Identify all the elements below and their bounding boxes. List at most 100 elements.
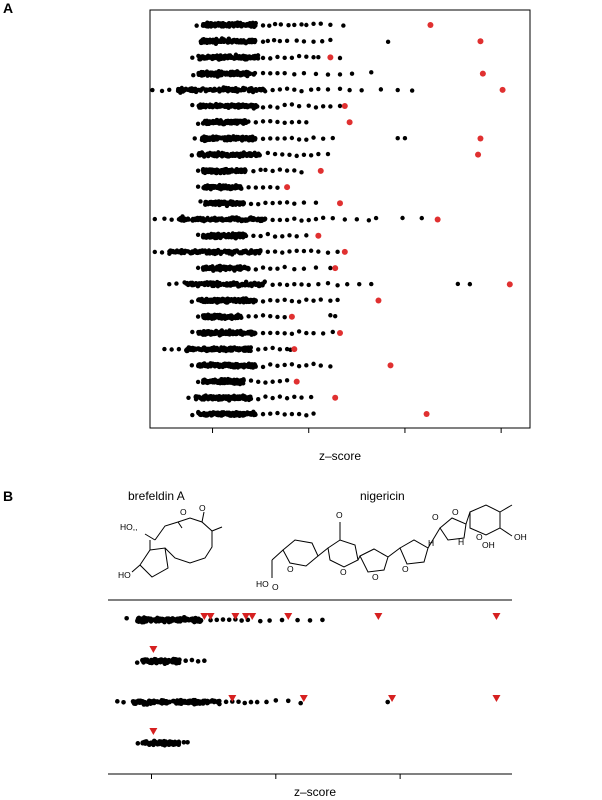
svg-text:H: H [458,537,464,547]
panel-a-outlier-point [296,137,302,142]
svg-text:O: O [402,564,409,574]
panel-a-outlier-point [192,136,197,141]
panel-a-profile-point [222,249,227,254]
panel-b-outlier-point [239,618,244,623]
panel-a-outlier-point [189,363,195,368]
panel-a-outlier-point [359,88,364,93]
panel-a-outlier-point [304,297,309,302]
panel-a-profile-point [233,234,238,240]
panel-a-outlier-point [246,314,251,319]
panel-a-outlier-point [299,170,304,175]
panel-a-profile-point [236,313,241,318]
panel-b-profile-point [145,741,151,746]
panel-a-profile-point [189,250,194,256]
panel-a-profile-point [202,118,208,124]
panel-a-outlier-point [306,217,311,223]
panel-a-outlier-point [260,330,266,336]
panel-a-outlier-point [277,394,283,399]
panel-a-outlier-point [378,87,384,92]
panel-a-profile-point [234,201,240,206]
panel-a-outlier-point [268,71,273,76]
panel-b-profile-point [190,618,196,624]
panel-a-highlight-point [427,22,434,28]
panel-a-profile-point [252,37,258,43]
panel-a-outlier-point [292,87,297,92]
panel-a-outlier-point [260,299,266,304]
panel-a-profile-point [178,216,183,221]
panel-a-outlier-point [272,234,278,239]
panel-a-profile-point [242,87,247,92]
panel-a-outlier-point [282,55,287,61]
panel-b-outlier-point [121,699,126,705]
panel-a-outlier-point [316,86,321,92]
panel-a-outlier-point [282,70,287,76]
panel-a-profile-point [246,23,251,28]
panel-b-outlier-point [223,699,229,705]
panel-b-outlier-point [242,700,248,706]
panel-a-profile-point [200,249,205,254]
svg-text:HO: HO [256,579,269,589]
panel-a-outlier-point [341,23,346,28]
panel-a-outlier-point [357,281,362,287]
panel-a-outlier-point [260,23,266,28]
panel-a-profile-point [207,152,212,158]
panel-a-outlier-point [366,218,372,223]
panel-a-outlier-point [328,37,333,43]
panel-a-outlier-point [320,39,325,44]
panel-a-profile-point [204,250,210,255]
panel-b-gene-marker [149,728,158,735]
panel-a-outlier-point [289,362,295,367]
panel-b-scatter [108,599,512,779]
panel-a-outlier-point [330,329,335,335]
panel-a-highlight-point [288,313,295,320]
panel-a-outlier-point [325,250,331,255]
panel-a-profile-point [208,281,213,286]
panel-b-outlier-point [285,698,291,704]
panel-a-profile-point [251,106,257,111]
panel-a-profile-point [250,136,255,142]
panel-a-outlier-point [275,185,280,190]
panel-a-outlier-point [270,282,275,288]
panel-a-profile-point [234,136,240,142]
panel-a-outlier-point [299,282,304,287]
panel-a-highlight-point [317,167,324,174]
panel-a-outlier-point [296,53,302,59]
panel-a-profile-point [229,215,235,220]
panel-a-profile-point [237,411,243,417]
panel-a-profile-point [253,87,258,92]
panel-a-profile-point [226,168,231,173]
panel-a-profile-point [199,397,205,402]
panel-a-outlier-point [195,184,201,189]
panel-a-outlier-point [277,87,283,92]
panel-a-profile-point [237,380,242,385]
panel-a-outlier-point [277,38,283,44]
panel-b-outlier-point [189,657,195,663]
panel-a-profile-point [239,88,244,93]
panel-a-frame [149,9,531,429]
panel-b-profile-point [169,658,175,663]
panel-a-profile-point [229,70,235,75]
panel-b-profile-point [158,659,163,665]
panel-a-outlier-point [268,119,273,124]
panel-a-profile-point [213,102,218,108]
panel-a-outlier-point [162,216,167,221]
panel-a-outlier-point [313,105,319,110]
panel-a-outlier-point [280,152,285,157]
panel-a-highlight-point [337,200,343,207]
panel-a-profile-point [215,313,220,319]
panel-a-profile-point [240,281,245,287]
panel-a-outlier-point [292,201,297,206]
panel-a-outlier-point [301,248,307,254]
svg-text:O: O [452,507,459,517]
panel-a-outlier-point [308,153,314,158]
panel-a-outlier-point [328,22,333,28]
panel-a-outlier-point [299,395,304,400]
panel-a-outlier-point [194,23,199,28]
brefeldin-a-title: brefeldin A [128,489,185,503]
panel-a-outlier-point [270,168,275,174]
panel-a-outlier-point [335,249,340,255]
panel-a-outlier-point [337,72,343,77]
panel-a-profile-point [213,119,218,124]
panel-a-profile-point [219,298,225,303]
panel-a-profile-point [215,152,220,157]
